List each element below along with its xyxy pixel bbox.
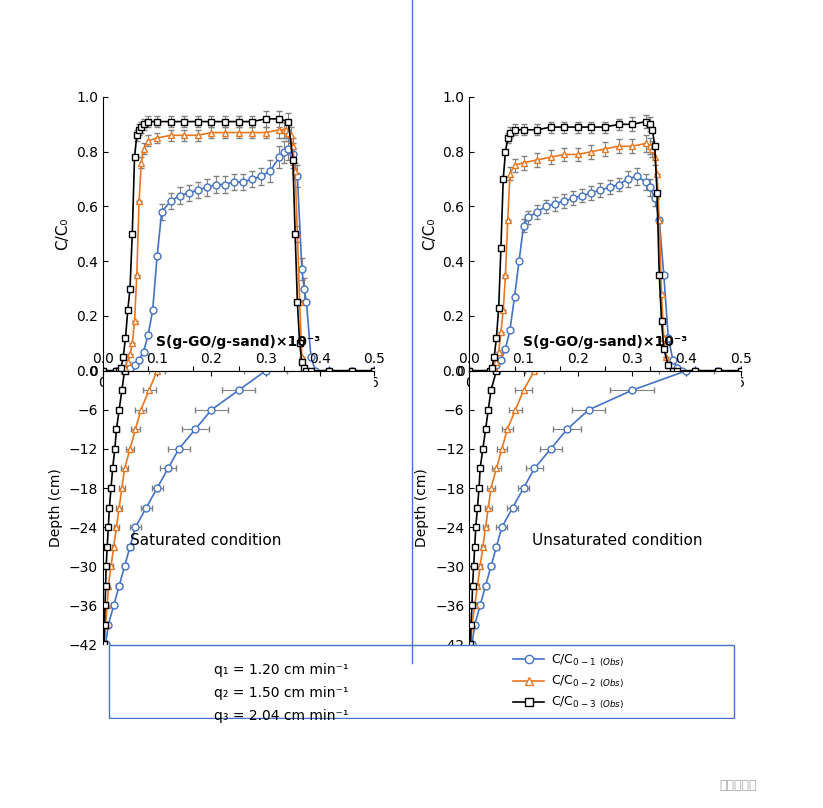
Y-axis label: C/C₀: C/C₀ [55, 217, 71, 250]
Text: 石墨烯研究: 石墨烯研究 [719, 779, 757, 792]
Y-axis label: Depth (cm): Depth (cm) [416, 468, 430, 547]
Legend: C/C$_{0-1}$ $_{(Obs)}$, C/C$_{0-2}$ $_{(Obs)}$, C/C$_{0-3}$ $_{(Obs)}$: C/C$_{0-1}$ $_{(Obs)}$, C/C$_{0-2}$ $_{(… [508, 647, 629, 717]
FancyBboxPatch shape [109, 646, 734, 718]
Text: Unsaturated condition: Unsaturated condition [532, 533, 703, 549]
Text: (a): (a) [228, 426, 249, 440]
Y-axis label: C/C₀: C/C₀ [422, 217, 437, 250]
Text: (c): (c) [595, 426, 615, 440]
Text: Saturated condition: Saturated condition [130, 533, 281, 549]
X-axis label: S(g-GO/g-sand)×10⁻³: S(g-GO/g-sand)×10⁻³ [156, 335, 321, 349]
Text: (d): (d) [594, 677, 616, 692]
X-axis label: S(g-GO/g-sand)×10⁻³: S(g-GO/g-sand)×10⁻³ [523, 335, 687, 349]
X-axis label: PV: PV [593, 395, 616, 410]
X-axis label: PV: PV [227, 395, 250, 410]
Text: q₁ = 1.20 cm min⁻¹
q₂ = 1.50 cm min⁻¹
q₃ = 2.04 cm min⁻¹: q₁ = 1.20 cm min⁻¹ q₂ = 1.50 cm min⁻¹ q₃… [214, 663, 349, 722]
Y-axis label: Depth (cm): Depth (cm) [49, 468, 63, 547]
Text: (b): (b) [228, 677, 249, 692]
